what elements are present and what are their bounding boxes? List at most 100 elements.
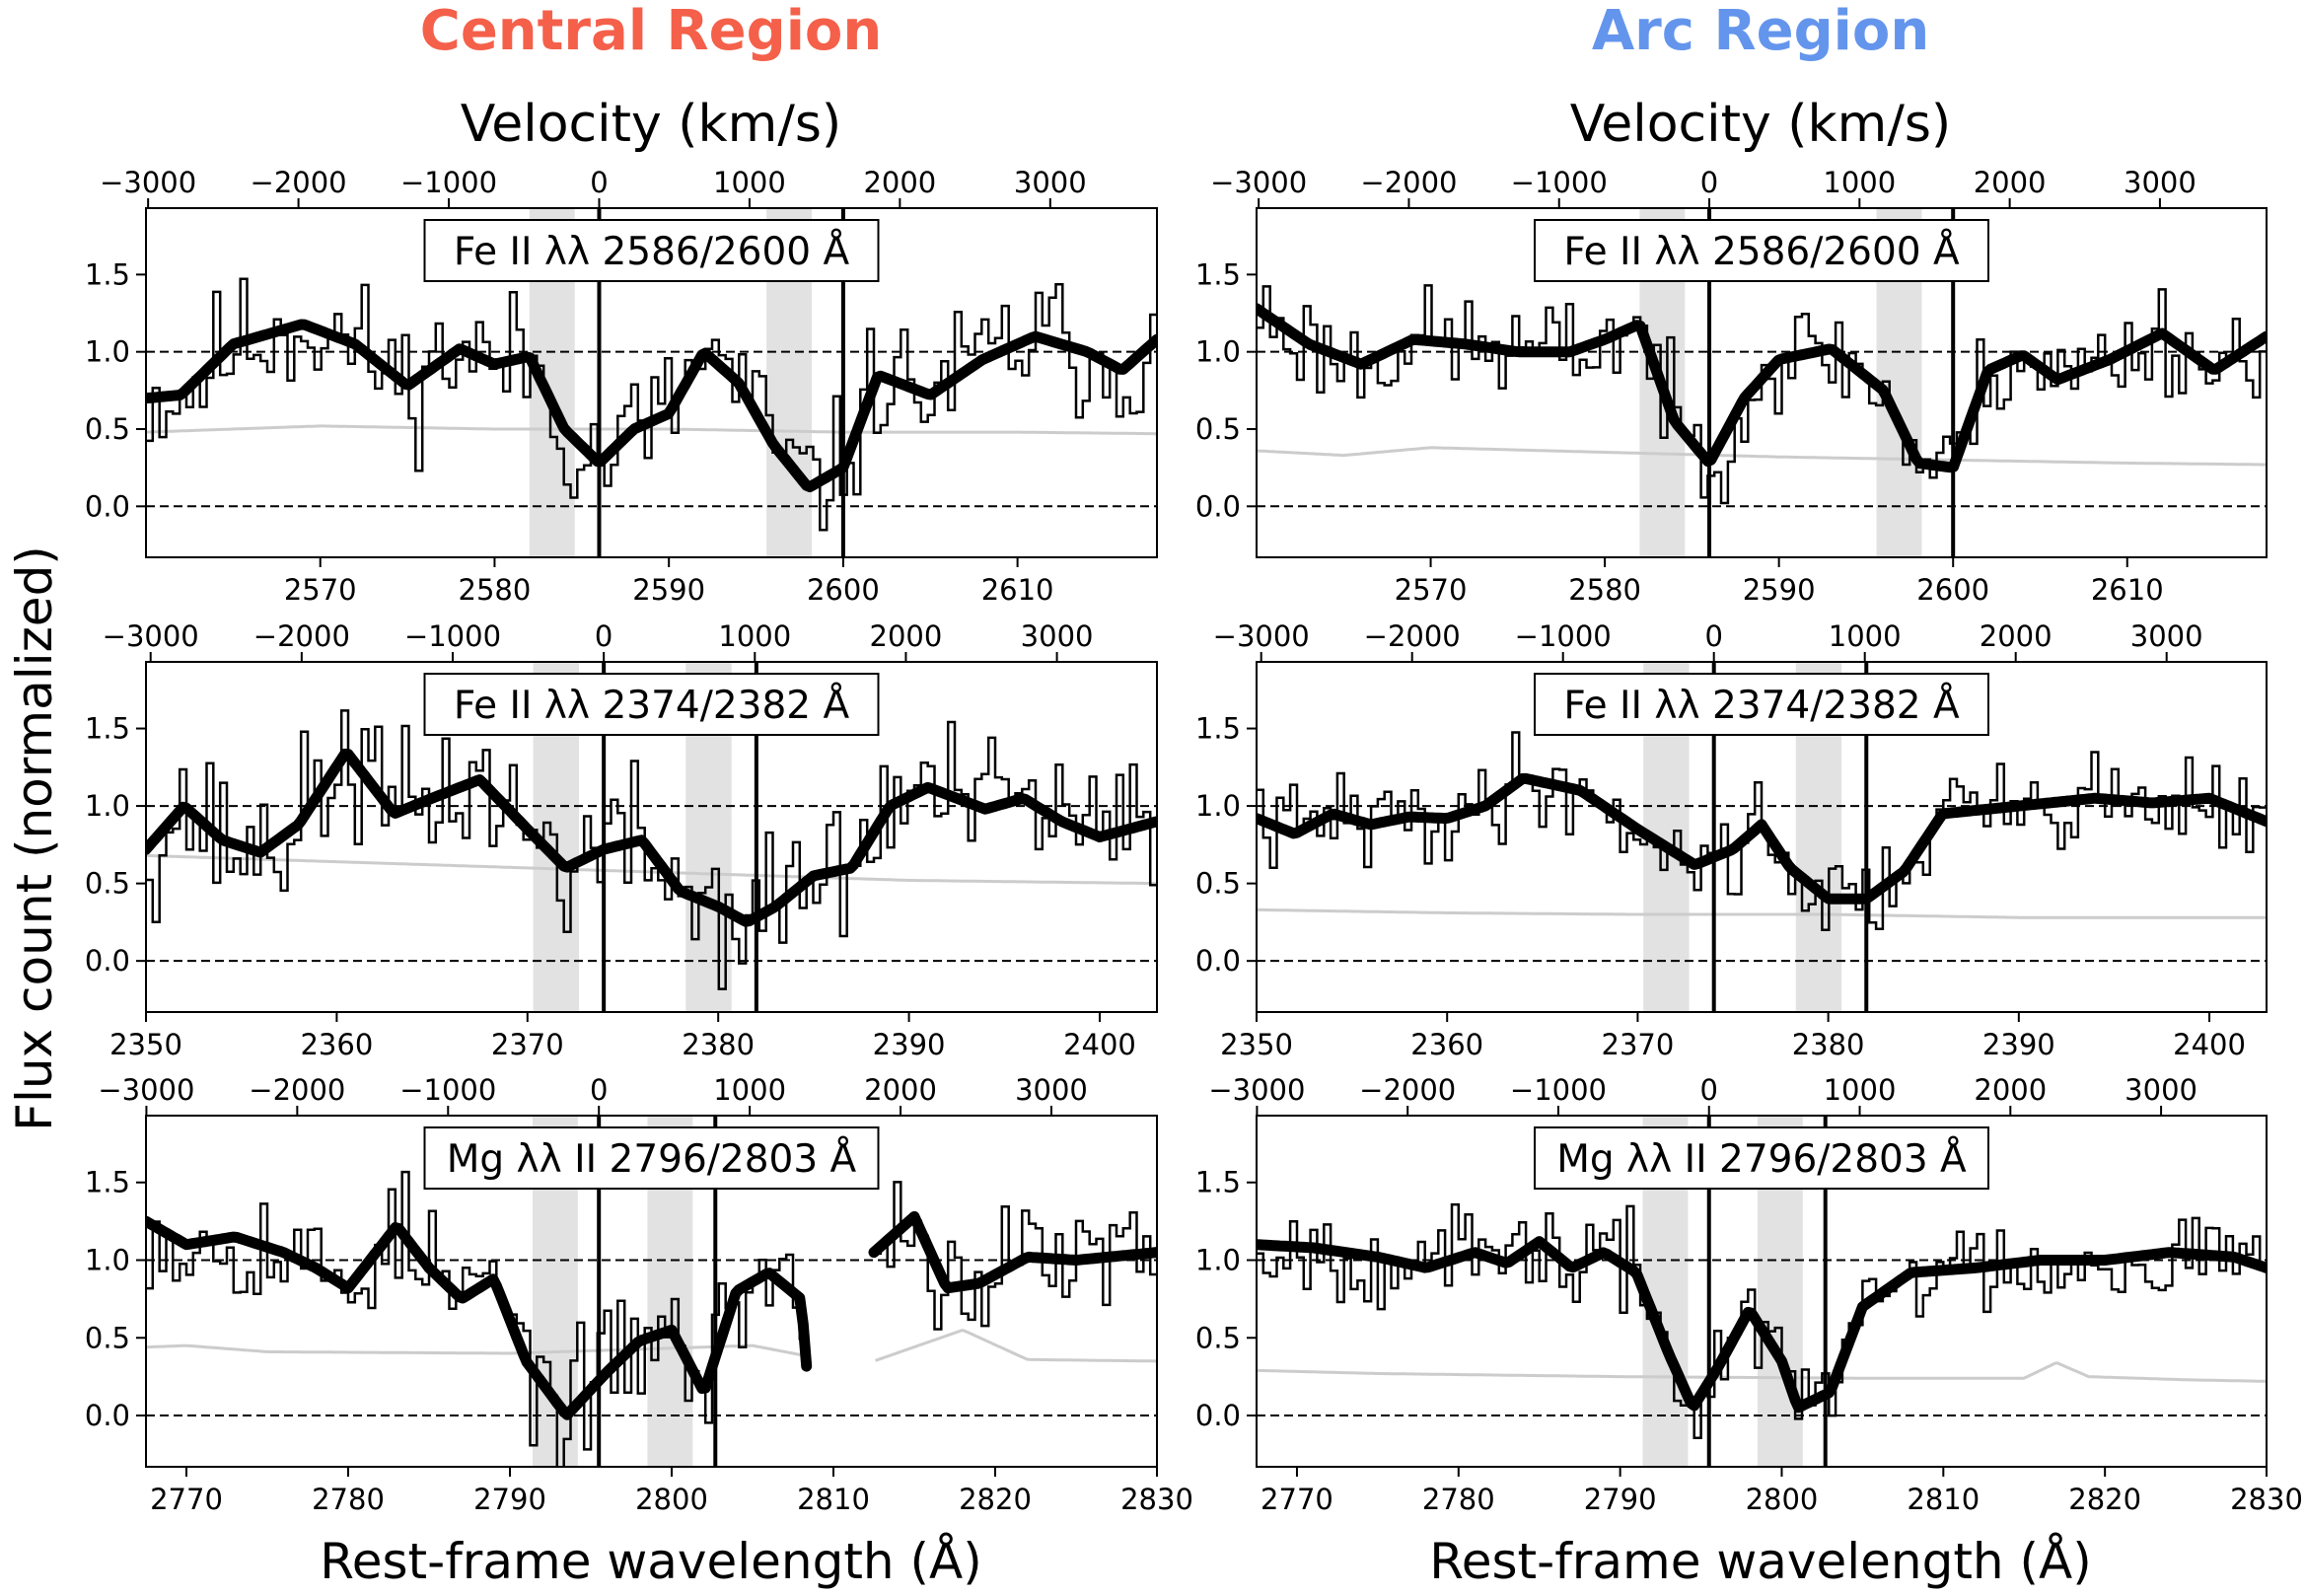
- y-tick-label: 0.0: [1195, 944, 1241, 978]
- velocity-tick-label: −2000: [1360, 166, 1457, 199]
- x-tick-label: 2590: [632, 573, 705, 607]
- x-tick-label: 2830: [2230, 1483, 2303, 1516]
- model-fit-line: [146, 319, 1157, 493]
- y-tick-label: 0.5: [1195, 867, 1241, 901]
- transition-label: Mg λλ II 2796/2803 Å: [447, 1135, 857, 1182]
- velocity-tick-label: 0: [590, 1073, 608, 1107]
- velocity-tick-label: −1000: [1510, 1073, 1607, 1107]
- velocity-tick-label: 2000: [863, 166, 936, 199]
- y-tick-label: 1.5: [1195, 257, 1241, 291]
- velocity-tick-label: −2000: [253, 619, 350, 653]
- panel-frame: [145, 207, 1158, 558]
- y-tick-label: 0.0: [85, 1399, 130, 1432]
- spectrum-panel: 0.0 0.5 1.0 1.5 2770 2780 2790 2800 2810 2820 2830…: [1195, 1073, 2303, 1516]
- panel-frame: [1256, 661, 2268, 1013]
- x-tick-label: 2370: [491, 1028, 564, 1061]
- velocity-tick-label: −3000: [98, 1073, 194, 1107]
- velocity-tick-label: 2000: [1974, 1073, 2047, 1107]
- x-axis-title-left: Rest-frame wavelength (Å): [320, 1533, 981, 1590]
- x-tick-label: 2370: [1602, 1028, 1675, 1061]
- transition-label-box: [423, 673, 880, 736]
- panels-group: 0.0 0.5 1.0 1.5 2570 2580 2590 2600 2610 −3000 −20…: [85, 166, 2303, 1516]
- velocity-tick-label: 1000: [713, 1073, 786, 1107]
- y-tick-label: 0.5: [85, 412, 130, 446]
- x-tick-label: 2820: [2068, 1483, 2141, 1516]
- transition-label-box: [1534, 1126, 1989, 1190]
- velocity-tick-label: −1000: [404, 619, 501, 653]
- x-tick-label: 2790: [473, 1483, 546, 1516]
- x-tick-label: 2820: [959, 1483, 1032, 1516]
- x-tick-label: 2830: [1120, 1483, 1193, 1516]
- y-tick-label: 1.0: [1195, 335, 1241, 369]
- velocity-tick-label: 0: [1700, 1073, 1718, 1107]
- transition-label: Fe II λλ 2374/2382 Å: [454, 682, 850, 728]
- x-tick-label: 2810: [1907, 1483, 1980, 1516]
- velocity-axis-title-right: Velocity (km/s): [1570, 95, 1951, 154]
- y-tick-label: 1.0: [85, 1243, 130, 1276]
- data-spectrum: [1257, 284, 2267, 505]
- y-tick-label: 1.0: [1195, 1243, 1241, 1276]
- x-tick-label: 2780: [312, 1483, 385, 1516]
- x-tick-label: 2580: [1568, 573, 1641, 607]
- x-tick-label: 2800: [1746, 1483, 1819, 1516]
- y-axis-title: Flux count (normalized): [6, 545, 63, 1131]
- velocity-tick-label: 3000: [2124, 166, 2197, 199]
- velocity-tick-label: −2000: [249, 1073, 345, 1107]
- spectrum-panel: 0.0 0.5 1.0 1.5 2570 2580 2590 2600 2610 −3000 −20…: [85, 166, 1158, 607]
- x-tick-label: 2600: [807, 573, 880, 607]
- velocity-tick-label: −2000: [1359, 1073, 1456, 1107]
- velocity-tick-label: 3000: [2130, 619, 2203, 653]
- y-tick-label: 0.0: [1195, 489, 1241, 523]
- y-tick-label: 1.0: [85, 335, 130, 369]
- spectrum-panel: 0.0 0.5 1.0 1.5 2770 2780 2790 2800 2810 2820 2830…: [85, 1073, 1193, 1516]
- velocity-tick-label: 1000: [1829, 619, 1902, 653]
- transition-label: Fe II λλ 2586/2600 Å: [454, 228, 850, 274]
- model-fit-line: [1257, 1236, 2267, 1414]
- velocity-tick-label: −3000: [1210, 166, 1307, 199]
- x-tick-label: 2350: [1220, 1028, 1293, 1061]
- y-tick-label: 1.5: [85, 257, 130, 291]
- x-tick-label: 2580: [459, 573, 532, 607]
- spectrum-panel: 0.0 0.5 1.0 1.5 2570 2580 2590 2600 2610 −3000 −20…: [1195, 166, 2268, 607]
- x-tick-label: 2810: [797, 1483, 870, 1516]
- velocity-tick-label: −3000: [1213, 619, 1310, 653]
- velocity-tick-label: 3000: [2125, 1073, 2197, 1107]
- y-tick-label: 1.5: [1195, 712, 1241, 746]
- velocity-tick-label: −1000: [399, 1073, 496, 1107]
- y-tick-label: 0.5: [85, 1321, 130, 1354]
- x-tick-label: 2770: [150, 1483, 223, 1516]
- x-tick-label: 2400: [1063, 1028, 1136, 1061]
- x-tick-label: 2380: [1792, 1028, 1865, 1061]
- y-tick-label: 1.0: [1195, 789, 1241, 823]
- x-tick-label: 2770: [1261, 1483, 1333, 1516]
- x-tick-label: 2380: [682, 1028, 755, 1061]
- y-tick-label: 1.5: [85, 1166, 130, 1199]
- spectrum-panel: 0.0 0.5 1.0 1.5 2350 2360 2370 2380 2390 2400 −300…: [85, 619, 1158, 1061]
- panel-frame: [1256, 207, 2268, 558]
- velocity-tick-label: −3000: [1208, 1073, 1305, 1107]
- velocity-tick-label: 0: [1704, 619, 1722, 653]
- transition-label: Fe II λλ 2586/2600 Å: [1563, 228, 1960, 274]
- error-spectrum: [1257, 1361, 2267, 1383]
- x-tick-label: 2390: [873, 1028, 946, 1061]
- velocity-tick-label: 2000: [864, 1073, 937, 1107]
- velocity-tick-label: 3000: [1014, 166, 1087, 199]
- panel-frame: [145, 1115, 1158, 1468]
- data-spectrum: [1257, 731, 2267, 931]
- x-axis-title-right: Rest-frame wavelength (Å): [1429, 1533, 2091, 1590]
- model-fit-line: [146, 1210, 1157, 1420]
- velocity-tick-label: 0: [590, 166, 608, 199]
- y-tick-label: 1.5: [85, 712, 130, 746]
- velocity-tick-label: 3000: [1015, 1073, 1088, 1107]
- y-tick-label: 0.0: [85, 489, 130, 523]
- y-tick-label: 0.0: [1195, 1399, 1241, 1432]
- velocity-tick-label: −2000: [251, 166, 347, 199]
- x-tick-label: 2400: [2173, 1028, 2246, 1061]
- velocity-tick-label: 1000: [718, 619, 791, 653]
- x-tick-label: 2590: [1743, 573, 1816, 607]
- x-tick-label: 2390: [1982, 1028, 2055, 1061]
- y-tick-label: 0.5: [1195, 412, 1241, 446]
- velocity-tick-label: 0: [1700, 166, 1718, 199]
- x-tick-label: 2570: [284, 573, 357, 607]
- x-tick-label: 2610: [981, 573, 1054, 607]
